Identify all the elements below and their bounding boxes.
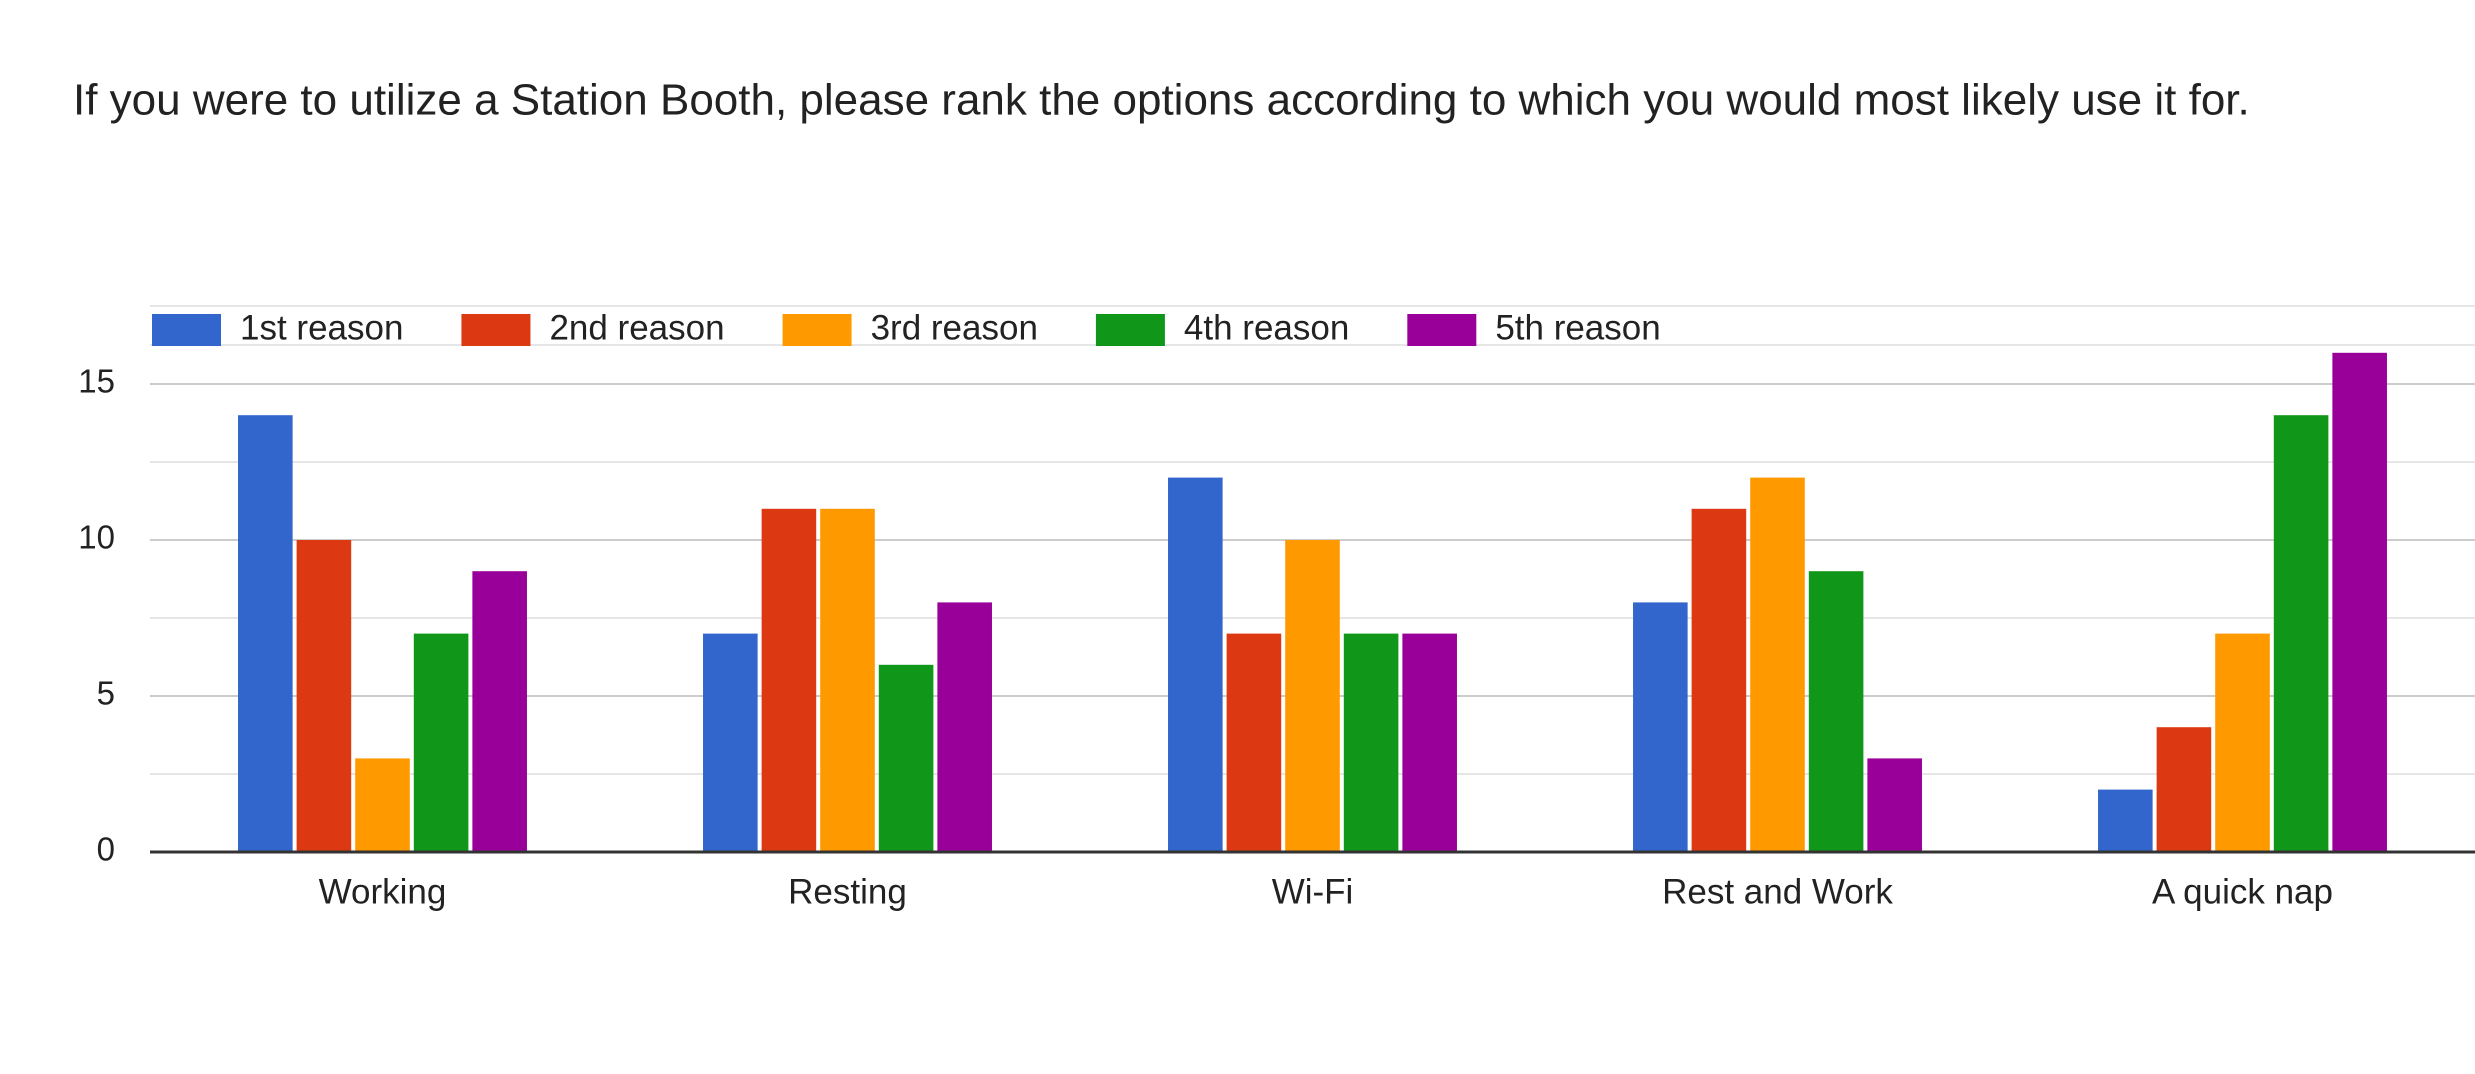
x-tick-label: Wi-Fi — [1272, 872, 1354, 911]
bar — [1402, 633, 1457, 852]
legend-swatch — [1407, 314, 1477, 346]
legend-swatch — [152, 314, 221, 346]
bar — [1168, 477, 1223, 852]
bar — [878, 664, 934, 852]
x-tick-label: A quick nap — [2152, 872, 2333, 911]
legend-swatch — [1095, 314, 1165, 346]
bar — [472, 571, 527, 852]
bar — [2273, 415, 2329, 852]
y-tick-label: 5 — [97, 675, 115, 712]
y-tick-label: 15 — [78, 363, 115, 400]
bar — [1691, 508, 1747, 852]
bar — [2156, 727, 2212, 852]
x-tick-label: Resting — [788, 872, 907, 911]
bar — [2098, 789, 2153, 852]
bar — [2332, 352, 2387, 852]
bar — [296, 540, 352, 852]
bar — [1750, 477, 1805, 852]
bar — [937, 602, 992, 852]
y-tick-label: 0 — [97, 831, 115, 868]
bar — [1808, 571, 1864, 852]
legend-label: 1st reason — [240, 308, 403, 347]
y-tick-label: 10 — [78, 519, 115, 556]
bar — [1867, 758, 1922, 852]
bar — [413, 633, 469, 852]
legend-label: 3rd reason — [871, 308, 1038, 347]
legend-label: 2nd reason — [549, 308, 724, 347]
legend-swatch — [782, 314, 852, 346]
bar — [761, 508, 817, 852]
legend-label: 4th reason — [1184, 308, 1349, 347]
legend-swatch — [461, 314, 531, 346]
bar — [238, 415, 293, 852]
x-tick-label: Rest and Work — [1662, 872, 1893, 911]
legend-label: 5th reason — [1495, 308, 1660, 347]
bar — [1633, 602, 1688, 852]
bar — [1343, 633, 1399, 852]
bar — [1226, 633, 1282, 852]
chart-title: If you were to utilize a Station Booth, … — [73, 76, 2250, 125]
bar — [703, 633, 758, 852]
bar — [1285, 540, 1340, 852]
bar — [2215, 633, 2270, 852]
bar — [355, 758, 410, 852]
bar — [820, 508, 875, 852]
x-tick-label: Working — [319, 872, 447, 911]
